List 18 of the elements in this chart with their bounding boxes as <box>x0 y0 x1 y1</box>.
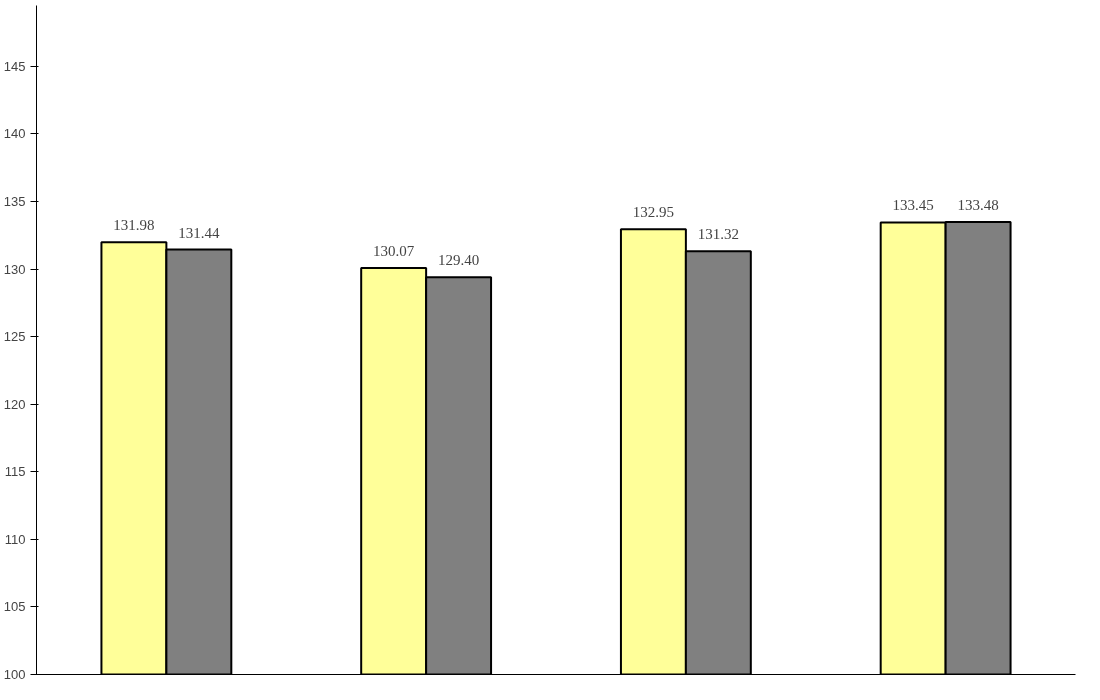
y-tick-label: 120 <box>3 396 26 412</box>
data-label: 133.45 <box>892 197 934 214</box>
y-tick-label: 140 <box>3 126 26 142</box>
y-tick-label: 145 <box>3 58 26 74</box>
data-label: 129.40 <box>437 252 480 269</box>
data-label: 133.48 <box>957 197 999 214</box>
data-label: 132.95 <box>632 204 675 221</box>
data-label: 131.98 <box>113 217 155 234</box>
data-label: 131.44 <box>178 224 220 241</box>
y-tick-label: 130 <box>3 261 26 277</box>
y-tick-label: 125 <box>3 329 26 345</box>
y-tick-label: 110 <box>4 531 26 547</box>
y-tick-label: 115 <box>4 464 26 480</box>
y-tick-label: 105 <box>3 599 26 615</box>
y-tick-label: 100 <box>3 667 26 682</box>
data-label: 130.07 <box>373 243 415 260</box>
data-label: 131.32 <box>697 226 739 243</box>
y-tick-label: 135 <box>3 193 26 209</box>
